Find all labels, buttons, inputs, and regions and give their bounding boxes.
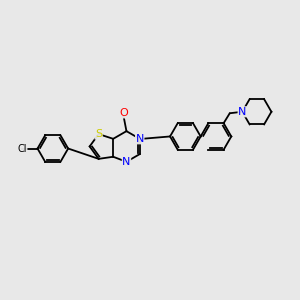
Text: N: N xyxy=(238,107,247,117)
Text: Cl: Cl xyxy=(17,143,27,154)
Text: S: S xyxy=(95,129,102,139)
Text: O: O xyxy=(119,108,128,118)
Text: N: N xyxy=(122,157,130,167)
Text: N: N xyxy=(136,134,144,144)
